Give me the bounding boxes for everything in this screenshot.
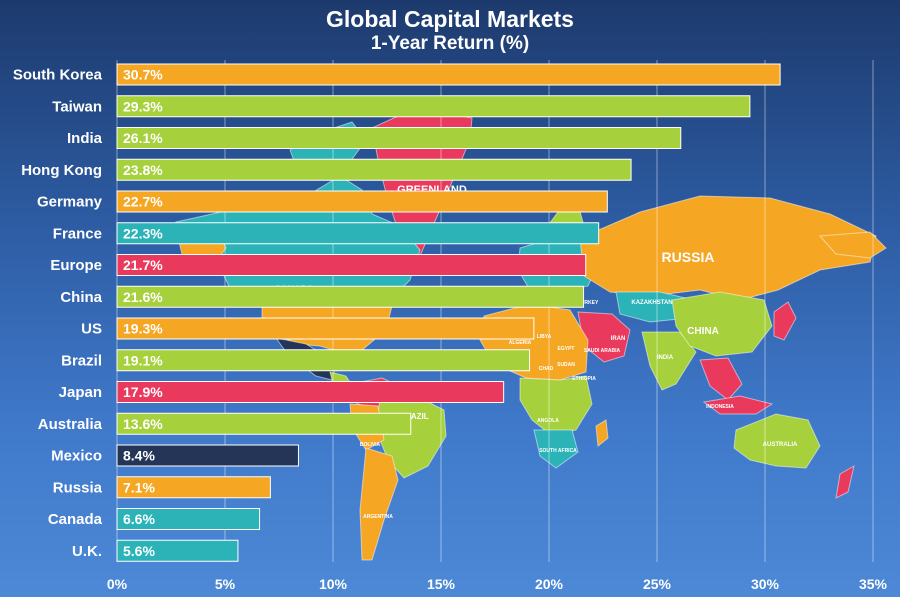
map-new-zealand-shape bbox=[835, 464, 855, 499]
category-label: India bbox=[67, 130, 103, 147]
map-label-4: CHINA bbox=[687, 326, 719, 337]
bar bbox=[116, 63, 781, 86]
value-label: 5.6% bbox=[123, 543, 155, 559]
category-label: Brazil bbox=[61, 352, 102, 369]
bar bbox=[116, 476, 271, 499]
map-label-23: SAUDI ARABIA bbox=[584, 348, 621, 354]
chart-subtitle: 1-Year Return (%) bbox=[370, 33, 530, 54]
x-tick-label: 5% bbox=[215, 576, 236, 592]
map-label-19: ARGENTINA bbox=[363, 514, 393, 520]
value-label: 21.6% bbox=[123, 289, 163, 305]
value-label: 19.3% bbox=[123, 321, 163, 337]
x-tick-label: 20% bbox=[535, 576, 564, 592]
bar bbox=[116, 349, 531, 372]
category-label: Canada bbox=[48, 511, 103, 528]
bar bbox=[116, 127, 682, 149]
bar bbox=[116, 254, 587, 276]
category-label: Europe bbox=[50, 257, 102, 274]
category-label: China bbox=[60, 289, 102, 306]
map-label-16: ETHIOPIA bbox=[572, 376, 596, 382]
map-label-24: INDONESIA bbox=[706, 404, 734, 410]
map-label-14: CHAD bbox=[539, 366, 554, 372]
map-label-1: RUSSIA bbox=[662, 249, 715, 265]
value-label: 29.3% bbox=[123, 98, 163, 114]
bar bbox=[116, 444, 299, 467]
map-label-6: INDIA bbox=[657, 355, 674, 361]
category-label: France bbox=[53, 225, 102, 242]
value-label: 26.1% bbox=[123, 130, 163, 146]
x-tick-label: 25% bbox=[643, 576, 672, 592]
map-label-8: AUSTRALIA bbox=[763, 442, 798, 448]
map-australia-shape bbox=[733, 413, 821, 469]
bar bbox=[116, 381, 505, 403]
value-label: 7.1% bbox=[123, 479, 155, 495]
value-label: 6.6% bbox=[123, 511, 155, 527]
bar bbox=[116, 222, 600, 245]
map-japan-shape bbox=[773, 301, 797, 341]
category-label: Australia bbox=[38, 416, 103, 433]
category-label: U.K. bbox=[72, 543, 102, 560]
category-label: Russia bbox=[53, 479, 103, 496]
map-indonesia-shape bbox=[702, 395, 774, 415]
value-label: 17.9% bbox=[123, 384, 163, 400]
map-southeast-asia-shape bbox=[699, 357, 743, 401]
map-china-shape bbox=[671, 291, 773, 357]
bar bbox=[116, 95, 751, 118]
value-label: 22.3% bbox=[123, 225, 163, 241]
category-label: Hong Kong bbox=[21, 162, 102, 179]
value-label: 19.1% bbox=[123, 352, 163, 368]
value-label: 30.7% bbox=[123, 67, 163, 83]
x-tick-label: 15% bbox=[427, 576, 456, 592]
map-africa-middle-shape bbox=[519, 375, 593, 437]
category-label: Japan bbox=[59, 384, 102, 401]
bar bbox=[116, 190, 608, 213]
map-east-russia-shape bbox=[818, 231, 887, 259]
map-label-12: LIBYA bbox=[537, 334, 552, 340]
bar bbox=[116, 317, 535, 340]
map-argentina-shape bbox=[359, 447, 399, 561]
x-tick-label: 30% bbox=[751, 576, 780, 592]
category-label: US bbox=[81, 321, 102, 338]
map-label-17: ANGOLA bbox=[537, 418, 559, 424]
map-label-7: BRAZIL bbox=[399, 412, 428, 421]
x-tick-label: 0% bbox=[107, 576, 128, 592]
bar bbox=[116, 285, 585, 308]
category-label: Mexico bbox=[51, 448, 102, 465]
map-label-15: SUDAN bbox=[557, 362, 575, 368]
bar bbox=[116, 539, 239, 562]
category-label: Germany bbox=[37, 194, 103, 211]
map-label-11: ALGERIA bbox=[509, 340, 532, 346]
map-label-20: BOLIVIA bbox=[360, 442, 381, 448]
value-label: 13.6% bbox=[123, 416, 163, 432]
value-label: 22.7% bbox=[123, 194, 163, 210]
bar bbox=[116, 508, 261, 530]
map-label-13: EGYPT bbox=[558, 346, 575, 352]
map-label-5: KAZAKHSTAN bbox=[631, 300, 672, 306]
x-tick-label: 10% bbox=[319, 576, 348, 592]
category-label: Taiwan bbox=[52, 98, 102, 115]
category-label: South Korea bbox=[13, 67, 103, 84]
chart-title: Global Capital Markets bbox=[326, 6, 574, 32]
value-label: 23.8% bbox=[123, 162, 163, 178]
map-label-10: IRAN bbox=[611, 336, 626, 342]
value-label: 21.7% bbox=[123, 257, 163, 273]
bar bbox=[116, 412, 412, 435]
value-label: 8.4% bbox=[123, 448, 155, 464]
map-label-18: SOUTH AFRICA bbox=[539, 448, 577, 454]
map-madagascar-shape bbox=[595, 419, 609, 447]
map-label-22: TURKEY bbox=[578, 300, 599, 306]
x-tick-label: 35% bbox=[859, 576, 888, 592]
bar bbox=[116, 158, 632, 181]
map-africa-south-shape bbox=[533, 429, 579, 469]
